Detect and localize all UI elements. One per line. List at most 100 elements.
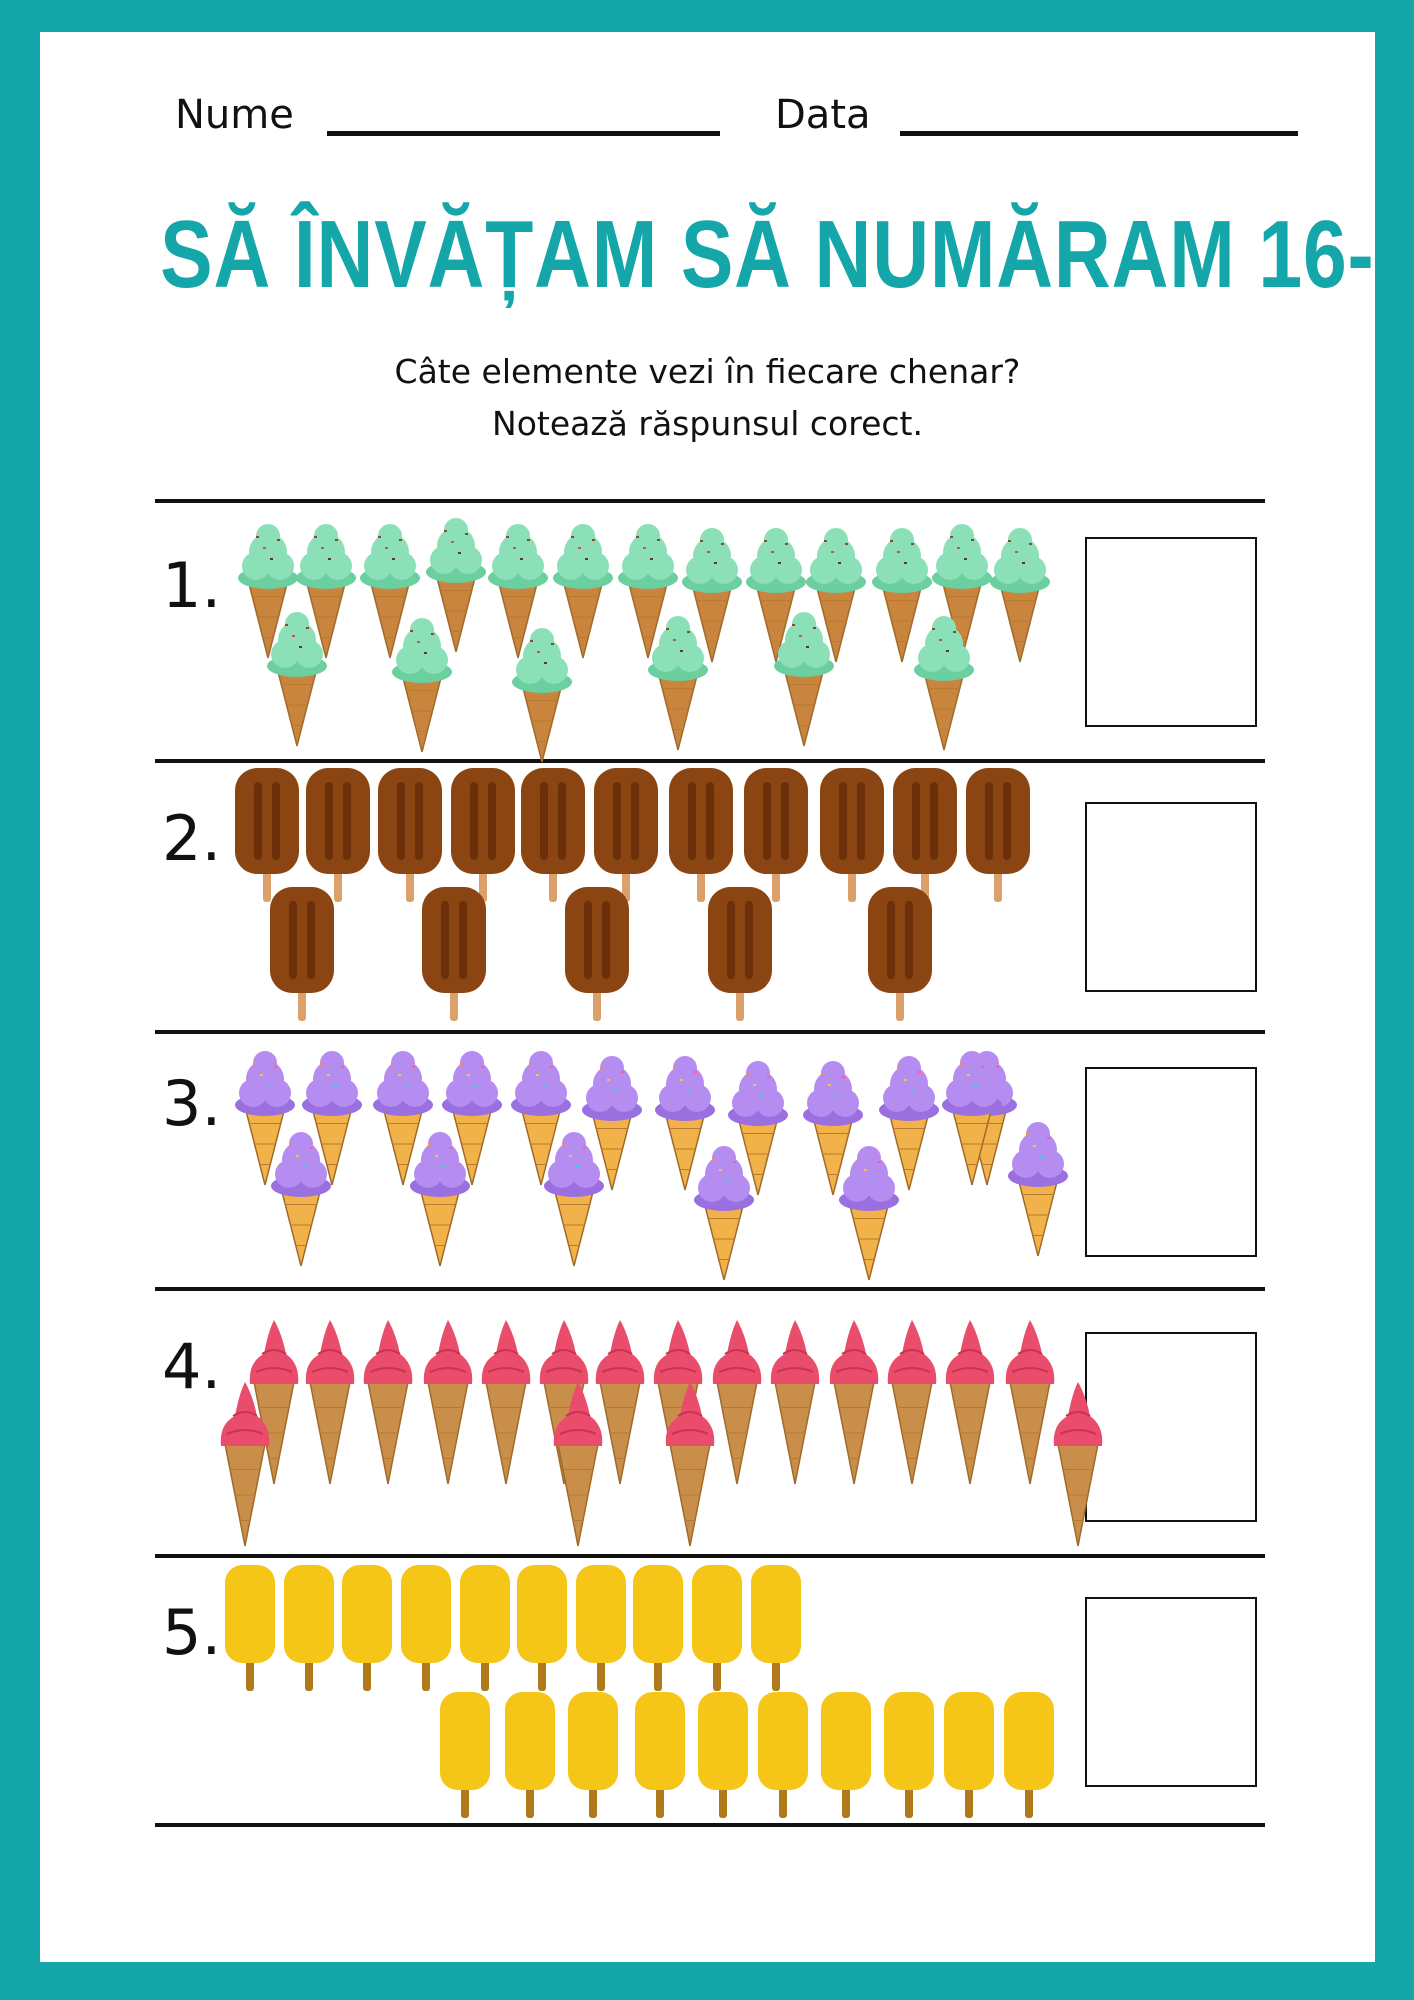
answer-box[interactable]	[1085, 1597, 1257, 1787]
pink-soft-serve-cone-icon	[1005, 1320, 1055, 1485]
worksheet-page: Nume Data SĂ ÎNVĂȚAM SĂ NUMĂRAM 16-20 Câ…	[40, 32, 1414, 1962]
name-line	[327, 131, 720, 136]
chocolate-popsicle-icon	[235, 768, 299, 902]
chocolate-popsicle-icon	[521, 768, 585, 902]
purple-ice-cream-cone-icon	[373, 1051, 433, 1186]
pink-soft-serve-cone-icon	[363, 1320, 413, 1485]
pink-soft-serve-cone-icon	[770, 1320, 820, 1485]
purple-ice-cream-cone-icon	[511, 1051, 571, 1186]
purple-ice-cream-cone-icon	[442, 1051, 502, 1186]
row-divider	[155, 499, 1265, 503]
yellow-popsicle-icon	[751, 1565, 801, 1691]
pink-soft-serve-cone-icon	[887, 1320, 937, 1485]
pink-soft-serve-cone-icon	[1053, 1382, 1103, 1547]
answer-box[interactable]	[1085, 1332, 1257, 1522]
yellow-popsicle-icon	[460, 1565, 510, 1691]
mint-ice-cream-cone-icon	[774, 612, 834, 747]
answer-box[interactable]	[1085, 537, 1257, 727]
chocolate-popsicle-icon	[378, 768, 442, 902]
instruction-line-2: Notează răspunsul corect.	[492, 404, 923, 443]
yellow-popsicle-icon	[225, 1565, 275, 1691]
row-divider	[155, 1030, 1265, 1034]
yellow-popsicle-icon	[342, 1565, 392, 1691]
chocolate-popsicle-icon	[893, 768, 957, 902]
mint-ice-cream-cone-icon	[746, 528, 806, 663]
pink-soft-serve-cone-icon	[595, 1320, 645, 1485]
chocolate-popsicle-icon	[594, 768, 658, 902]
chocolate-popsicle-icon	[306, 768, 370, 902]
purple-ice-cream-cone-icon	[271, 1132, 331, 1267]
pink-soft-serve-cone-icon	[423, 1320, 473, 1485]
yellow-popsicle-icon	[758, 1692, 808, 1818]
name-label: Nume	[175, 92, 294, 138]
purple-ice-cream-cone-icon	[655, 1056, 715, 1191]
chocolate-popsicle-icon	[565, 887, 629, 1021]
mint-ice-cream-cone-icon	[806, 528, 866, 663]
mint-ice-cream-cone-icon	[392, 618, 452, 753]
purple-ice-cream-cone-icon	[410, 1132, 470, 1267]
yellow-popsicle-icon	[568, 1692, 618, 1818]
yellow-popsicle-icon	[505, 1692, 555, 1818]
pink-soft-serve-cone-icon	[305, 1320, 355, 1485]
yellow-popsicle-icon	[944, 1692, 994, 1818]
page-title: SĂ ÎNVĂȚAM SĂ NUMĂRAM 16-20	[160, 201, 1414, 308]
purple-ice-cream-cone-icon	[582, 1056, 642, 1191]
yellow-popsicle-icon	[821, 1692, 871, 1818]
pink-soft-serve-cone-icon	[249, 1320, 299, 1485]
mint-ice-cream-cone-icon	[512, 628, 572, 763]
row-divider	[155, 1554, 1265, 1558]
mint-ice-cream-cone-icon	[914, 616, 974, 751]
mint-ice-cream-cone-icon	[618, 524, 678, 659]
mint-ice-cream-cone-icon	[682, 528, 742, 663]
yellow-popsicle-icon	[698, 1692, 748, 1818]
mint-ice-cream-cone-icon	[488, 524, 548, 659]
yellow-popsicle-icon	[633, 1565, 683, 1691]
pink-soft-serve-cone-icon	[712, 1320, 762, 1485]
pink-soft-serve-cone-icon	[553, 1382, 603, 1547]
mint-ice-cream-cone-icon	[296, 524, 356, 659]
answer-box[interactable]	[1085, 802, 1257, 992]
mint-ice-cream-cone-icon	[238, 524, 298, 659]
date-label: Data	[775, 92, 871, 138]
mint-ice-cream-cone-icon	[990, 528, 1050, 663]
purple-ice-cream-cone-icon	[302, 1051, 362, 1186]
mint-ice-cream-cone-icon	[267, 612, 327, 747]
items-layer	[220, 518, 1103, 1818]
pink-soft-serve-cone-icon	[665, 1382, 715, 1547]
chocolate-popsicle-icon	[744, 768, 808, 902]
row-divider	[155, 759, 1265, 763]
purple-ice-cream-cone-icon	[879, 1056, 939, 1191]
purple-ice-cream-cone-icon	[942, 1051, 1002, 1186]
purple-ice-cream-cone-icon	[839, 1146, 899, 1281]
mint-ice-cream-cone-icon	[360, 524, 420, 659]
exercise-number: 3.	[162, 1067, 222, 1140]
exercise-number: 5.	[162, 1596, 222, 1669]
row-divider	[155, 1287, 1265, 1291]
chocolate-popsicle-icon	[451, 768, 515, 902]
chocolate-popsicle-icon	[708, 887, 772, 1021]
instruction-line-1: Câte elemente vezi în fiecare chenar?	[394, 352, 1021, 391]
purple-ice-cream-cone-icon	[694, 1146, 754, 1281]
purple-ice-cream-cone-icon	[728, 1061, 788, 1196]
mint-ice-cream-cone-icon	[932, 524, 992, 659]
pink-soft-serve-cone-icon	[220, 1382, 270, 1547]
purple-ice-cream-cone-icon	[1008, 1122, 1068, 1257]
chocolate-popsicle-icon	[820, 768, 884, 902]
chocolate-popsicle-icon	[270, 887, 334, 1021]
mint-ice-cream-cone-icon	[648, 616, 708, 751]
yellow-popsicle-icon	[517, 1565, 567, 1691]
yellow-popsicle-icon	[635, 1692, 685, 1818]
pink-soft-serve-cone-icon	[829, 1320, 879, 1485]
answer-box[interactable]	[1085, 1067, 1257, 1257]
purple-ice-cream-cone-icon	[235, 1051, 295, 1186]
chocolate-popsicle-icon	[422, 887, 486, 1021]
yellow-popsicle-icon	[692, 1565, 742, 1691]
mint-ice-cream-cone-icon	[553, 524, 613, 659]
date-line	[900, 131, 1298, 136]
mint-ice-cream-cone-icon	[426, 518, 486, 653]
exercise-number: 4.	[162, 1330, 222, 1403]
yellow-popsicle-icon	[440, 1692, 490, 1818]
purple-ice-cream-cone-icon	[803, 1061, 863, 1196]
chocolate-popsicle-icon	[868, 887, 932, 1021]
yellow-popsicle-icon	[884, 1692, 934, 1818]
